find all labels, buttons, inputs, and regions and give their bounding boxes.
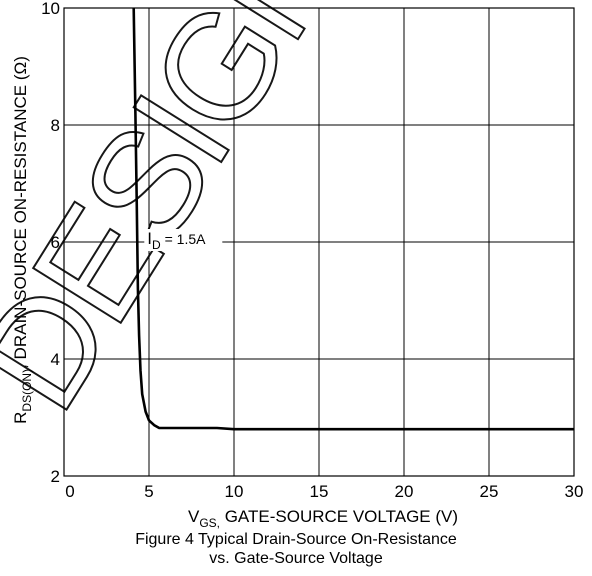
y-tick-label-4: 4 [51, 350, 60, 369]
y-tick-label-10: 10 [41, 0, 60, 18]
series-annotation: ID = 1.5A [144, 229, 223, 252]
x-tick-label-5: 5 [144, 482, 153, 501]
x-tick-label-30: 30 [565, 482, 584, 501]
y-tick-label-2: 2 [51, 467, 60, 486]
y-tick-label-8: 8 [51, 116, 60, 135]
annotation-sub: D [152, 238, 161, 252]
figure-caption-line-1: Figure 4 Typical Drain-Source On-Resista… [135, 531, 457, 548]
chart: DESIGN 0 5 10 15 20 25 30 2 4 6 8 10 ID = 1.5A VGS… [0, 0, 583, 530]
x-tick-label-0: 0 [65, 482, 74, 501]
annotation-bg [144, 229, 223, 251]
series-line-rds [132, 7, 574, 431]
annotation-rest: = 1.5A [161, 231, 206, 247]
plot-frame [63, 7, 575, 477]
y-axis-label-r: R [11, 412, 30, 424]
x-tick-label-25: 25 [480, 482, 499, 501]
y-axis-label: RDS(ON), DRAIN-SOURCE ON-RESISTANCE (Ω) [11, 56, 34, 424]
figure-caption-line-2: vs. Gate-Source Voltage [209, 550, 383, 567]
x-axis-label: VGS, GATE-SOURCE VOLTAGE (V) [188, 507, 458, 530]
x-ticks: 0 5 10 15 20 25 30 [65, 482, 583, 501]
x-tick-label-15: 15 [310, 482, 329, 501]
watermark: DESIGN [0, 0, 374, 438]
annotation-label: ID = 1.5A [147, 229, 206, 252]
y-axis-label-sub: DS(ON) [20, 369, 34, 412]
x-tick-label-20: 20 [395, 482, 414, 501]
y-ticks: 2 4 6 8 10 [41, 0, 60, 486]
y-axis-label-rest: , DRAIN-SOURCE ON-RESISTANCE (Ω) [11, 56, 30, 369]
svg-text:DESIGN: DESIGN [0, 0, 373, 437]
x-tick-label-10: 10 [225, 482, 244, 501]
x-axis-label-sub: GS, [199, 516, 220, 530]
y-tick-label-6: 6 [51, 233, 60, 252]
x-axis-label-rest: GATE-SOURCE VOLTAGE (V) [220, 507, 458, 526]
annotation-i: I [147, 229, 152, 248]
x-axis-label-v: V [188, 507, 200, 526]
